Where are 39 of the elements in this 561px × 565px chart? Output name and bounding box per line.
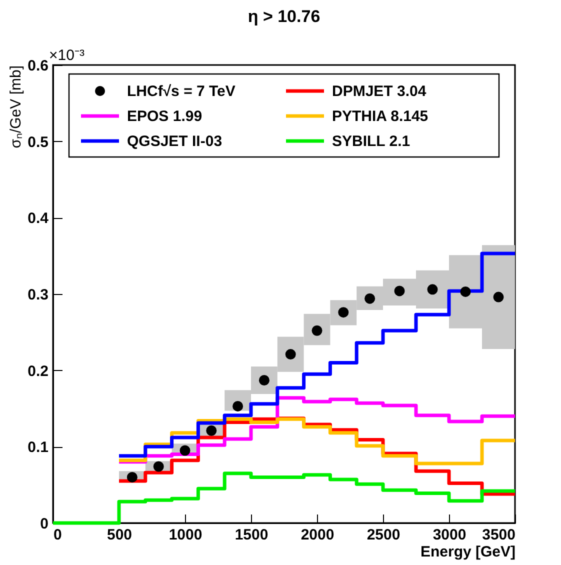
- y-tick-label: 0: [40, 516, 48, 532]
- y-axis-title: σₙ/GeV [mb]: [8, 66, 25, 148]
- point: [258, 375, 270, 386]
- x-tick-label: 0: [54, 526, 62, 544]
- y-tick-label: 0.2: [28, 362, 48, 380]
- x-tick-label: 2000: [300, 526, 334, 544]
- point: [364, 293, 376, 304]
- x-tick-label: 2500: [366, 526, 400, 544]
- x-axis-title: Energy [GeV]: [420, 544, 516, 560]
- point: [312, 325, 322, 336]
- point: [460, 286, 471, 297]
- x-tick-label: 1000: [168, 526, 202, 544]
- x-tick-label: 500: [106, 526, 132, 544]
- legend-label: EPOS 1.99: [127, 108, 202, 125]
- point: [427, 284, 438, 295]
- y-tick-label: 0.3: [28, 286, 48, 304]
- legend-label: SYBILL 2.1: [332, 133, 410, 150]
- legend-label: PYTHIA 8.145: [332, 108, 428, 125]
- legend-label: LHCf√s = 7 TeV: [127, 83, 236, 100]
- legend-label: QGSJET II-03: [127, 133, 222, 150]
- point: [394, 286, 405, 296]
- point: [126, 472, 138, 482]
- point: [180, 445, 190, 456]
- x-tick-label: 3000: [432, 526, 466, 544]
- point: [232, 400, 244, 412]
- y-tick-label: 0.4: [28, 210, 50, 228]
- point: [285, 349, 296, 360]
- point: [206, 425, 217, 436]
- y-tick-label: 0.1: [28, 439, 48, 456]
- legend-label: DPMJET 3.04: [332, 83, 427, 100]
- point: [153, 461, 164, 472]
- point: [338, 307, 349, 318]
- y-tick-label: 0.5: [28, 134, 48, 151]
- x-tick-label: 1500: [234, 526, 268, 544]
- chart-title: η > 10.76: [248, 7, 320, 26]
- y-tick-label: 0.6: [28, 58, 48, 74]
- x-tick-label: 3500: [482, 526, 516, 544]
- point: [493, 292, 504, 302]
- text: ×10⁻³: [49, 47, 84, 64]
